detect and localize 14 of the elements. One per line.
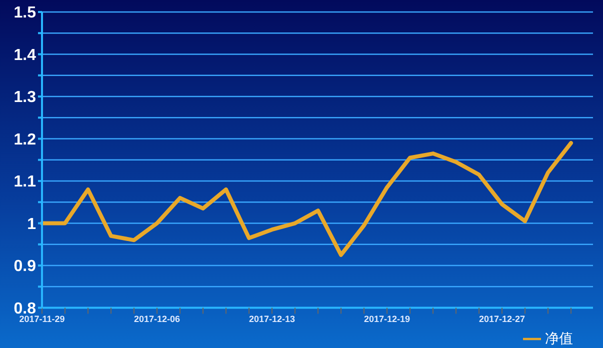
- legend-label: 净值: [545, 330, 573, 346]
- y-tick-label: 0.9: [14, 258, 36, 276]
- x-tick-label: 2017-12-19: [364, 314, 410, 324]
- y-tick-label: 1.5: [14, 4, 36, 22]
- y-tick-label: 1: [27, 216, 36, 233]
- x-tick-label: 2017-12-06: [134, 314, 180, 324]
- x-tick-label: 2017-12-27: [478, 314, 526, 324]
- y-tick-label: 1.3: [14, 89, 36, 106]
- line-series: [40, 140, 573, 257]
- x-tick-label: 2017-12-13: [248, 314, 296, 324]
- y-tick-label: 1.4: [14, 46, 36, 64]
- y-tick-label: 1.1: [14, 174, 36, 191]
- y-tick-label: 1.2: [14, 131, 36, 148]
- x-tick-label: 2017-11-29: [19, 314, 65, 324]
